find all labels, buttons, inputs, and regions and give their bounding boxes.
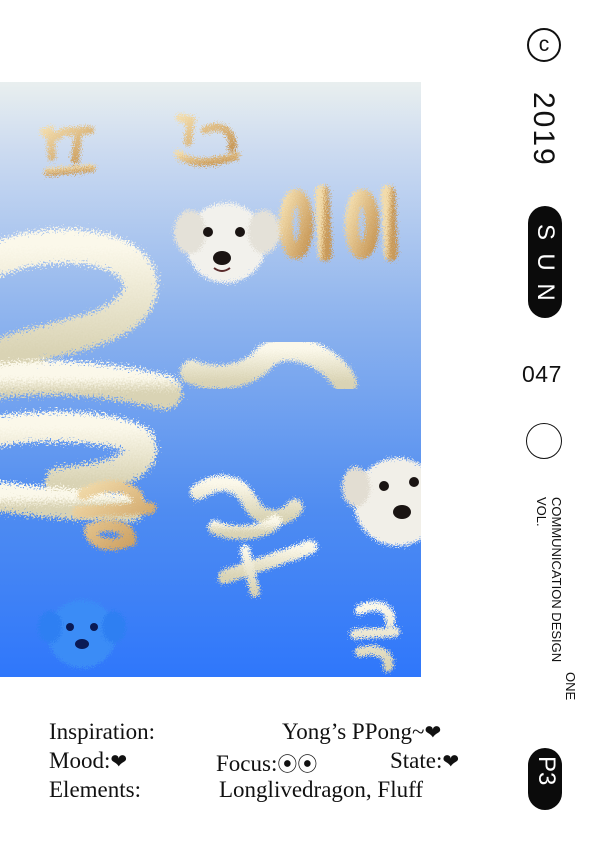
elements-row: Elements: Longlivedragon, Fluff (49, 777, 481, 806)
dog-head-blue (38, 600, 126, 668)
inspiration-text: Yong’s PPong~ (282, 719, 425, 744)
mood-field: Mood:❤ (49, 748, 127, 774)
heart-icon: ❤ (424, 722, 442, 744)
fluffy-glyph-bottom (350, 601, 400, 672)
focus-label: Focus: (216, 751, 278, 776)
fluffy-glyph-middle (190, 475, 317, 597)
inspiration-row: Inspiration: Yong’s PPong~❤ (49, 719, 481, 748)
heart-icon: ❤ (110, 751, 128, 773)
sun-letter-s: S (532, 223, 559, 240)
info-block: Inspiration: Yong’s PPong~❤ Mood:❤ Focus… (49, 719, 481, 806)
mood-row: Mood:❤ Focus:⦿⦿ State:❤ (49, 748, 481, 777)
state-label: State: (390, 748, 443, 773)
page-number: P3 (533, 756, 560, 786)
inspiration-label: Inspiration: (49, 719, 156, 744)
circle-icon (526, 423, 562, 459)
vol-line-1: COMMUNICATION DESIGN (549, 497, 564, 663)
vol-label: VOL. (534, 497, 549, 527)
fluffy-artwork (0, 114, 421, 672)
focus-field: Focus:⦿⦿ (216, 748, 317, 777)
dog-head-top (174, 203, 280, 283)
focus-eyes-icon: ⦿⦿ (277, 754, 318, 776)
state-field: State:❤ (390, 748, 459, 774)
inspiration-value: Yong’s PPong~❤ (282, 719, 441, 745)
volume-block: COMMUNICATION DESIGN VOL. (534, 497, 564, 662)
golden-glyphs (40, 114, 398, 551)
fluffy-worm (180, 336, 357, 394)
fluffy-big-two (0, 229, 182, 522)
sun-badge: S U N (528, 206, 562, 318)
sun-letter-u: U (532, 253, 559, 271)
elements-label: Elements: (49, 777, 141, 802)
sun-letter-n: N (532, 283, 559, 301)
artwork-panel (0, 82, 421, 677)
mood-label: Mood: (49, 748, 111, 773)
elements-value: Longlivedragon, Fluff (219, 777, 423, 802)
page-badge: P3 (528, 748, 562, 810)
vol-line-2: ONE (563, 672, 578, 701)
heart-icon: ❤ (442, 751, 460, 773)
copyright-icon: c (527, 28, 561, 62)
year-label: 2019 (527, 92, 560, 167)
dog-head-right (342, 458, 421, 546)
issue-number: 047 (522, 361, 562, 387)
